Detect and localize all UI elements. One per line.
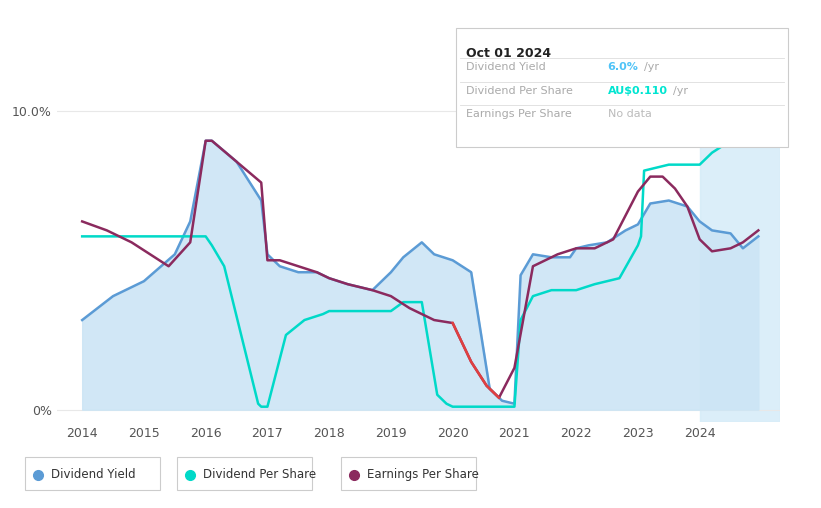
FancyBboxPatch shape (177, 457, 312, 490)
FancyBboxPatch shape (341, 457, 476, 490)
Text: /yr: /yr (644, 62, 659, 73)
Text: 6.0%: 6.0% (608, 62, 639, 73)
Text: Dividend Per Share: Dividend Per Share (466, 86, 572, 96)
Bar (699, 66, 780, 422)
Text: Oct 01 2024: Oct 01 2024 (466, 47, 551, 60)
Text: Dividend Per Share: Dividend Per Share (203, 468, 316, 482)
FancyBboxPatch shape (456, 28, 788, 147)
Text: No data: No data (608, 109, 651, 119)
Text: Dividend Yield: Dividend Yield (466, 62, 545, 73)
Text: Dividend Yield: Dividend Yield (51, 468, 135, 482)
Text: /yr: /yr (673, 86, 688, 96)
Text: Earnings Per Share: Earnings Per Share (466, 109, 571, 119)
FancyBboxPatch shape (25, 457, 160, 490)
Text: AU$0.110: AU$0.110 (608, 86, 667, 96)
Text: Earnings Per Share: Earnings Per Share (367, 468, 479, 482)
Text: Past: Past (703, 107, 726, 117)
